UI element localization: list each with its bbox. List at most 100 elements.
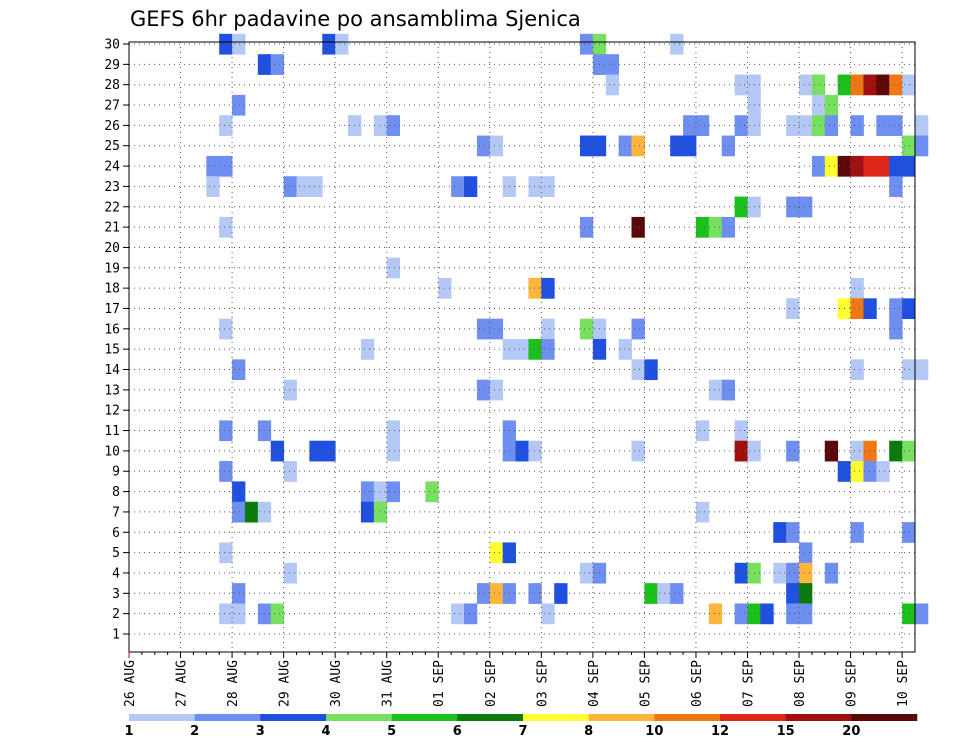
precip-cell-m9-s7 xyxy=(219,461,233,482)
precip-cell-m26-s51 xyxy=(786,115,800,136)
colorbar-swatch-4 xyxy=(326,714,392,721)
precip-cell-m26-s59 xyxy=(889,115,903,136)
precip-cell-m3-s27 xyxy=(476,583,491,604)
precip-cell-m24-s56 xyxy=(850,155,864,177)
precip-cell-m2-s11 xyxy=(270,603,285,625)
x-tick-label-6: 01 SEP xyxy=(432,660,447,707)
y-tick-label-19: 19 xyxy=(104,261,120,276)
precip-cell-m29-s37 xyxy=(605,54,620,75)
precip-cell-m17-s51 xyxy=(786,298,800,320)
precip-cell-m17-s59 xyxy=(889,298,903,320)
y-tick-label-29: 29 xyxy=(104,58,120,73)
precip-cell-m28-s59 xyxy=(889,74,903,96)
y-tick-label-22: 22 xyxy=(104,200,120,215)
precip-cell-m27-s8 xyxy=(232,94,246,116)
precip-cell-m26-s7 xyxy=(219,115,233,136)
precip-cell-m30-s35 xyxy=(579,33,594,55)
precip-cell-m9-s12 xyxy=(283,461,297,482)
precip-cell-m17-s56 xyxy=(850,298,864,320)
precip-cell-m3-s41 xyxy=(657,583,671,604)
precip-cell-m30-s16 xyxy=(335,33,349,55)
precip-cell-m24-s6 xyxy=(206,155,220,177)
precip-cell-m2-s8 xyxy=(232,603,246,625)
y-tick-label-21: 21 xyxy=(104,221,120,236)
colorbar-label-10: 10 xyxy=(645,724,663,739)
precip-cell-m10-s60 xyxy=(902,440,916,462)
colorbar-swatch-3 xyxy=(260,714,327,721)
precip-cell-m26-s19 xyxy=(373,115,388,136)
precip-cell-m15-s32 xyxy=(541,339,555,360)
precip-cell-m23-s14 xyxy=(309,176,323,197)
precip-cell-m8-s18 xyxy=(360,481,375,503)
precip-cell-m29-s11 xyxy=(270,54,285,75)
precip-cell-m26-s44 xyxy=(695,115,710,136)
precip-cell-m28-s56 xyxy=(850,74,864,96)
precip-cell-m25-s39 xyxy=(631,135,645,157)
precip-cell-m14-s40 xyxy=(644,359,658,381)
colorbar-swatch-11 xyxy=(785,714,852,721)
precip-cell-m7-s18 xyxy=(360,501,375,523)
precip-cell-m26-s58 xyxy=(876,115,890,136)
precip-cell-m10-s59 xyxy=(889,440,903,462)
precip-cell-m16-s59 xyxy=(889,318,903,340)
precip-cell-m21-s35 xyxy=(579,216,594,238)
precip-cell-m28-s52 xyxy=(799,74,813,96)
precip-cell-m2-s49 xyxy=(760,603,774,625)
y-tick-label-24: 24 xyxy=(104,160,120,175)
chart-title: GEFS 6hr padavine po ansamblima Sjenica xyxy=(130,7,581,31)
colorbar-swatch-5 xyxy=(391,714,458,721)
precip-cell-m2-s7 xyxy=(219,603,233,625)
x-tick-label-14: 09 SEP xyxy=(845,660,860,707)
precip-cell-m26-s53 xyxy=(811,115,826,136)
x-tick-label-0: 26 AUG xyxy=(123,660,138,707)
precip-cell-m5-s28 xyxy=(489,542,504,564)
precip-cell-m10-s20 xyxy=(386,440,400,462)
precip-cell-m2-s25 xyxy=(451,603,465,625)
precip-cell-m16-s7 xyxy=(219,318,233,340)
x-tick-label-4: 30 AUG xyxy=(329,660,344,707)
precip-cell-m11-s47 xyxy=(734,420,748,442)
precip-cell-m15-s38 xyxy=(618,339,632,360)
precip-cell-m23-s59 xyxy=(889,176,903,197)
precip-cell-m26-s20 xyxy=(386,115,400,136)
precip-cell-m11-s7 xyxy=(219,420,233,442)
precip-cell-m28-s37 xyxy=(605,74,620,96)
colorbar-label-7: 7 xyxy=(518,724,527,739)
precip-cell-m10-s31 xyxy=(528,440,542,462)
colorbar-label-8: 8 xyxy=(584,724,593,739)
precip-cell-m3-s40 xyxy=(644,583,658,604)
precip-cell-m8-s19 xyxy=(373,481,388,503)
precip-cell-m14-s56 xyxy=(850,359,864,381)
precip-cell-m7-s19 xyxy=(373,501,388,523)
precip-cell-m14-s8 xyxy=(232,359,246,381)
precip-cell-m10-s14 xyxy=(309,440,323,462)
plot-frame xyxy=(128,41,916,653)
precip-cell-m13-s46 xyxy=(721,379,736,401)
x-tick-label-9: 04 SEP xyxy=(587,660,602,707)
precip-cell-m10-s47 xyxy=(734,440,748,462)
precip-cell-m5-s7 xyxy=(219,542,233,564)
colorbar-swatch-12 xyxy=(851,714,918,721)
precip-cell-m23-s26 xyxy=(464,176,478,197)
precip-cell-m13-s12 xyxy=(283,379,297,401)
precip-cell-m28-s60 xyxy=(902,74,916,96)
y-tick-label-27: 27 xyxy=(104,99,120,114)
y-tick-label-4: 4 xyxy=(112,566,120,581)
precip-cell-m24-s54 xyxy=(824,155,839,177)
precip-cell-m10-s57 xyxy=(863,440,877,462)
precip-cell-m26-s56 xyxy=(850,115,864,136)
precip-cell-m21-s7 xyxy=(219,216,233,238)
y-tick-label-23: 23 xyxy=(104,180,120,195)
precip-cell-m2-s60 xyxy=(902,603,916,625)
precip-cell-m21-s44 xyxy=(695,216,710,238)
precip-cell-m24-s59 xyxy=(889,155,903,177)
y-tick-label-9: 9 xyxy=(112,465,120,480)
colorbar-swatch-6 xyxy=(457,714,524,721)
precip-cell-m3-s31 xyxy=(528,583,542,604)
precip-cell-m28-s53 xyxy=(811,74,826,96)
y-tick-label-8: 8 xyxy=(112,485,120,500)
colorbar-label-3: 3 xyxy=(256,724,265,739)
precip-cell-m10-s39 xyxy=(631,440,645,462)
precip-cell-m6-s51 xyxy=(786,522,800,543)
precip-cell-m10-s11 xyxy=(270,440,285,462)
